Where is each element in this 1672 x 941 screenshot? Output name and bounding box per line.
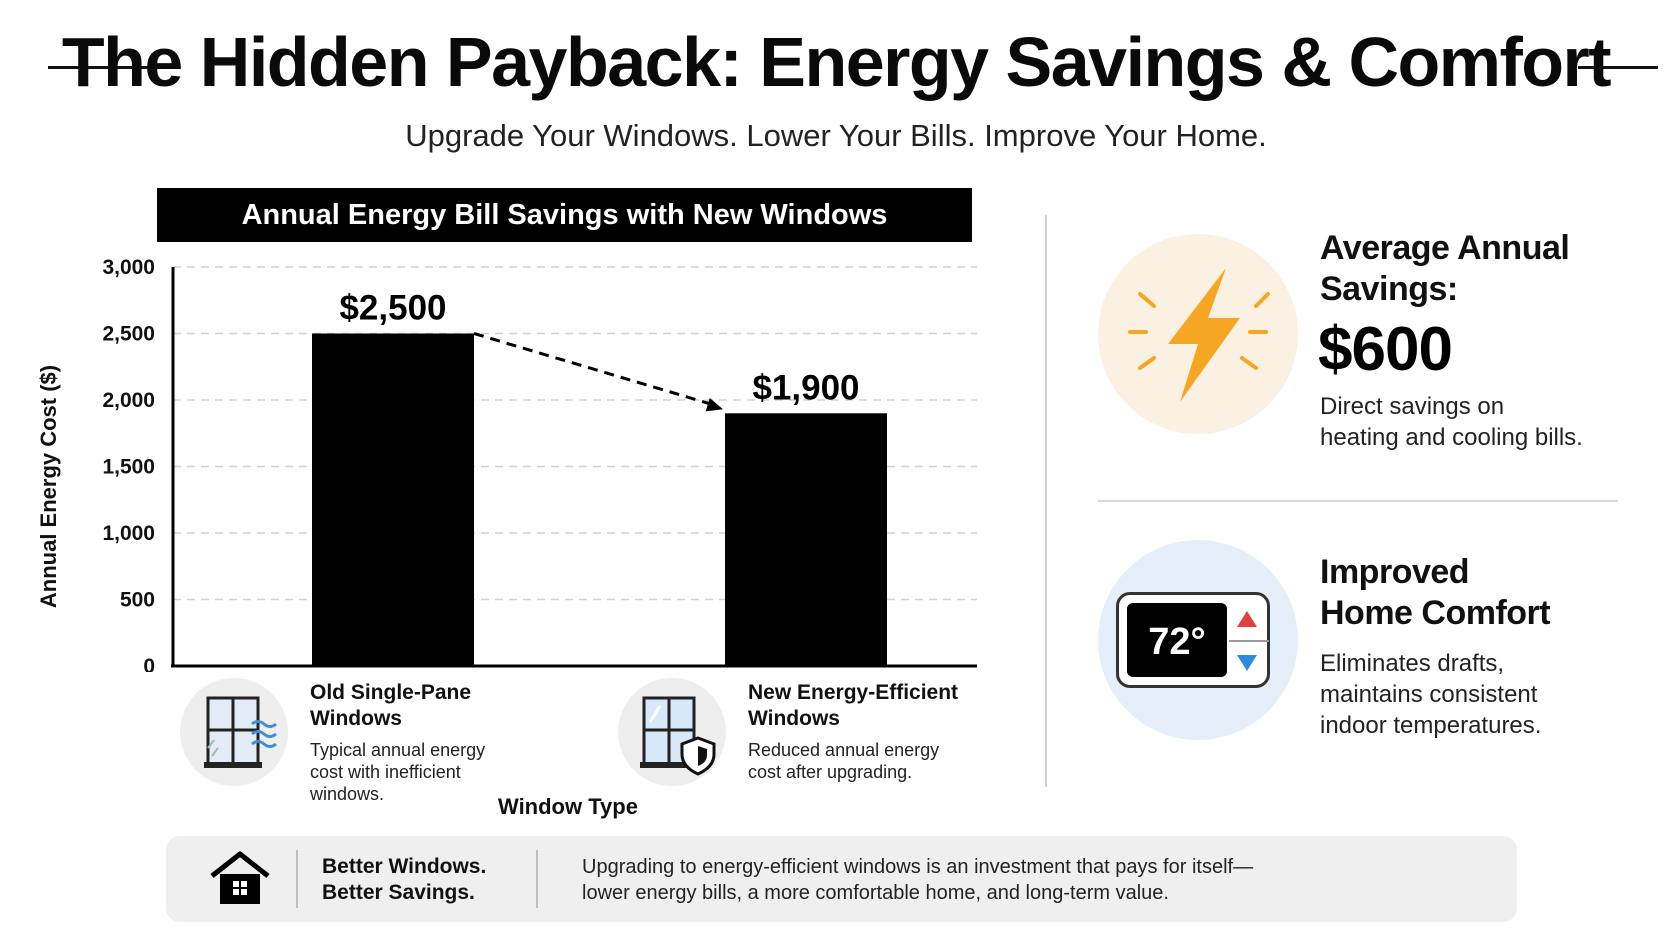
data-label-2: $1,900 xyxy=(752,368,859,407)
savings-title-line1: Average Annual xyxy=(1320,229,1570,267)
lightning-bolt-icon xyxy=(1128,268,1270,402)
y-tick-labels: 0 500 1,000 1,500 2,000 2,500 3,000 xyxy=(102,256,155,672)
comfort-icon-circle: 72° xyxy=(1098,540,1298,740)
bar-2 xyxy=(725,413,887,666)
footer-separator-2 xyxy=(536,850,538,908)
footer-text-line1: Upgrading to energy-efficient windows is… xyxy=(582,856,1254,878)
category-desc-old-line2: cost with inefficient xyxy=(310,762,461,782)
category-old-windows: Old Single-Pane Windows Typical annual e… xyxy=(180,676,520,826)
savings-title-line2: Savings: xyxy=(1320,270,1458,308)
footer-text-line2: lower energy bills, a more comfortable h… xyxy=(582,882,1169,904)
title-rule-left xyxy=(48,66,152,69)
y-tick-label: 3,000 xyxy=(102,256,155,279)
x-axis-title: Window Type xyxy=(498,794,638,819)
y-axis-title: Annual Energy Cost ($) xyxy=(36,365,61,608)
savings-desc-line2: heating and cooling bills. xyxy=(1320,424,1583,451)
comfort-title-line1: Improved xyxy=(1320,553,1470,591)
vertical-divider xyxy=(1045,215,1047,787)
category-desc-new-line1: Reduced annual energy xyxy=(748,740,940,760)
savings-trend-arrow xyxy=(473,332,716,407)
category-desc-new-line2: cost after upgrading. xyxy=(748,762,913,782)
category-name-new-line1: New Energy-Efficient xyxy=(748,681,959,704)
footer-tag-line1: Better Windows. xyxy=(322,855,487,878)
chart-bars: $2,500 $1,900 xyxy=(312,289,887,666)
title-rule-right xyxy=(1578,66,1658,69)
category-desc-old-line3: windows. xyxy=(310,784,385,804)
savings-value: $600 xyxy=(1318,315,1453,384)
thermostat-reading: 72° xyxy=(1148,621,1206,663)
horizontal-divider xyxy=(1098,500,1618,502)
category-name-new-line2: Windows xyxy=(748,707,840,730)
savings-desc-line1: Direct savings on xyxy=(1320,393,1505,420)
shielded-window-icon xyxy=(618,678,726,786)
category-name-old-line2: Windows xyxy=(310,707,402,730)
thermostat-arrows xyxy=(1229,611,1269,671)
comfort-desc-line2: maintains consistent xyxy=(1320,681,1538,708)
comfort-title-line2: Home Comfort xyxy=(1320,594,1551,632)
temp-up-icon xyxy=(1237,611,1257,627)
bar-chart: 0 500 1,000 1,500 2,000 2,500 3,000 $2,500 $1,9… xyxy=(36,256,977,672)
y-tick-label: 1,000 xyxy=(102,522,155,545)
thermostat-display xyxy=(1127,603,1227,677)
y-tick-label: 0 xyxy=(143,655,155,672)
footer-separator-1 xyxy=(296,850,298,908)
chart-title: Annual Energy Bill Savings with New Wind… xyxy=(157,188,972,242)
footer-tag-line2: Better Savings. xyxy=(322,881,475,904)
footer-bar: Better Windows. Better Savings. Upgradin… xyxy=(166,836,1517,922)
comfort-desc-line1: Eliminates drafts, xyxy=(1320,650,1505,677)
page-subtitle: Upgrade Your Windows. Lower Your Bills. … xyxy=(405,118,1267,153)
page-title: The Hidden Payback: Energy Savings & Com… xyxy=(61,23,1612,101)
comfort-desc-line3: indoor temperatures. xyxy=(1320,712,1542,739)
y-tick-label: 500 xyxy=(120,589,155,612)
chart-gridlines xyxy=(173,266,977,601)
y-tick-label: 2,000 xyxy=(102,389,155,412)
category-new-windows: New Energy-Efficient Windows Reduced ann… xyxy=(618,676,998,806)
savings-icon-circle xyxy=(1098,234,1298,434)
y-tick-label: 1,500 xyxy=(102,456,155,479)
data-label-1: $2,500 xyxy=(339,289,446,328)
temp-down-icon xyxy=(1237,655,1257,671)
y-tick-label: 2,500 xyxy=(102,323,155,346)
category-name-old-line1: Old Single-Pane xyxy=(310,681,472,704)
drafty-window-icon xyxy=(180,678,288,786)
savings-trend-arrowhead xyxy=(705,397,723,412)
category-desc-old-line1: Typical annual energy xyxy=(310,740,486,760)
bar-1 xyxy=(312,333,474,666)
house-icon xyxy=(210,851,270,904)
thermostat-icon: 72° xyxy=(1116,592,1270,688)
